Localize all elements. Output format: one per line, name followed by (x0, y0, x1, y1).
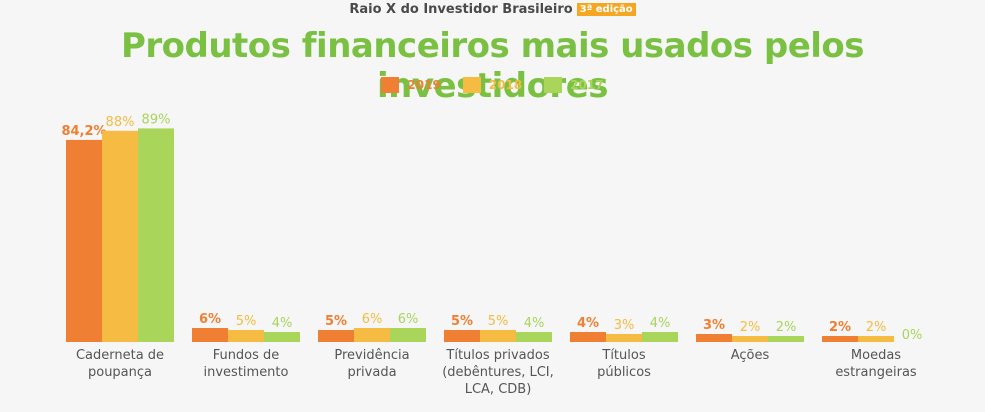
data-label: 2% (776, 320, 797, 335)
data-label: 4% (272, 316, 293, 331)
bar-2018 (102, 130, 138, 342)
category-label: Títulos públicos (597, 348, 651, 380)
data-label: 3% (703, 318, 725, 333)
legend-swatch (544, 77, 563, 93)
legend-item-2018: 2018 (462, 77, 523, 93)
legend-item-2017: 2017 (544, 77, 604, 93)
data-label: 5% (325, 314, 347, 329)
data-label: 88% (106, 115, 135, 130)
bar-2017 (768, 336, 804, 342)
data-label: 5% (488, 314, 509, 329)
data-label: 2% (866, 320, 887, 335)
bar-2017 (390, 328, 426, 342)
legend-item-2019: 2019 (381, 77, 441, 93)
legend-label: 2019 (407, 78, 441, 92)
report-header: Raio X do Investidor Brasileiro 3ª edição (0, 2, 985, 17)
bar-2017 (138, 128, 174, 342)
legend-label: 2018 (488, 78, 523, 92)
chart-title: Produtos financeiros mais usados pelos i… (120, 26, 865, 106)
bar-2019 (570, 332, 606, 342)
bar-2017 (642, 332, 678, 342)
report-title: Raio X do Investidor Brasileiro (349, 2, 573, 17)
data-label: 2% (829, 320, 851, 335)
bar-2018 (354, 328, 390, 342)
bar-2017 (264, 332, 300, 342)
data-label: 6% (398, 312, 419, 327)
category-label: Títulos privados (debêntures, LCI, LCA, CD… (442, 348, 554, 397)
data-label: 5% (451, 314, 473, 329)
data-label: 6% (362, 312, 383, 327)
legend-label: 2017 (570, 78, 604, 92)
legend: 2019 2018 2017 (0, 77, 985, 93)
data-label: 4% (650, 316, 671, 331)
bar-2018 (480, 330, 516, 342)
data-label: 2% (740, 320, 761, 335)
data-label: 4% (524, 316, 545, 331)
bar-2018 (606, 334, 642, 342)
data-label: 89% (142, 112, 171, 127)
bar-2019 (318, 330, 354, 342)
bar-2017 (516, 332, 552, 342)
category-label: Caderneta de poupança (75, 348, 165, 380)
bar-2019 (192, 328, 228, 342)
data-label: 4% (577, 316, 599, 331)
bar-2019 (822, 336, 858, 342)
data-label: 3% (614, 318, 635, 333)
legend-swatch (381, 77, 400, 93)
data-label: 6% (199, 312, 221, 327)
category-label: Previdência privada (334, 348, 410, 380)
data-label: 5% (236, 314, 257, 329)
bar-2018 (732, 336, 768, 342)
data-label: 84,2% (61, 124, 106, 139)
category-label: Fundos de investimento (203, 348, 289, 380)
category-label: Ações (730, 348, 770, 363)
bar-2018 (858, 336, 894, 342)
data-label: 0% (902, 328, 923, 343)
bar-2018 (228, 330, 264, 342)
edition-badge: 3ª edição (576, 3, 636, 16)
bar-2019 (66, 139, 102, 342)
legend-swatch (462, 77, 481, 93)
bar-2019 (696, 334, 732, 342)
category-label: Moedas estrangeiras (835, 348, 917, 380)
bar-2019 (444, 330, 480, 342)
